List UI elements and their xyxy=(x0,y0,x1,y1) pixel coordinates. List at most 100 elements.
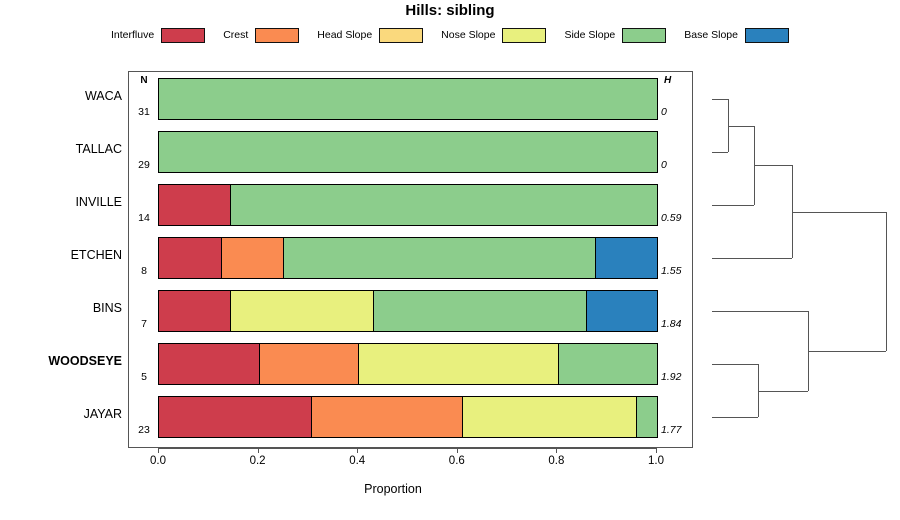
legend-item-crest[interactable]: Crest xyxy=(223,27,300,43)
dendrogram xyxy=(700,71,900,448)
legend-label: Base Slope xyxy=(684,29,738,41)
h-header: H xyxy=(664,75,672,86)
bar-jayar[interactable] xyxy=(158,396,658,438)
bar-bins[interactable] xyxy=(158,290,658,332)
h-value-waca: 0 xyxy=(661,106,667,118)
y-axis-label-bins: BINS xyxy=(92,301,122,315)
bar-segment-interfluve[interactable] xyxy=(159,291,231,331)
bar-etchen[interactable] xyxy=(158,237,658,279)
bar-segment-interfluve[interactable] xyxy=(159,185,231,225)
x-axis-title: Proportion xyxy=(364,482,422,496)
bar-segment-interfluve[interactable] xyxy=(159,344,260,384)
h-value-tallac: 0 xyxy=(661,159,667,171)
dendro-leaf-tallac xyxy=(712,152,728,153)
x-tick xyxy=(357,448,359,453)
bar-segment-side-slope[interactable] xyxy=(636,397,657,437)
legend-swatch-nose-slope xyxy=(502,27,547,43)
bar-segment-nose-slope[interactable] xyxy=(230,291,374,331)
dendro-leaf-waca xyxy=(712,99,728,100)
legend-item-interfluve[interactable]: Interfluve xyxy=(111,27,206,43)
y-axis-label-jayar: JAYAR xyxy=(83,407,122,421)
n-value-jayar: 23 xyxy=(138,424,150,436)
x-tick xyxy=(257,448,259,453)
bar-segment-crest[interactable] xyxy=(221,238,283,278)
dendro-leaf-inville xyxy=(712,205,754,206)
y-axis-label-waca: WACA xyxy=(84,89,122,103)
dendro-leaf-woodseye xyxy=(712,364,758,365)
legend-item-side-slope[interactable]: Side Slope xyxy=(564,27,667,43)
n-value-bins: 7 xyxy=(141,318,147,330)
x-axis: 0.0 0.2 0.4 0.6 0.8 1.0 xyxy=(0,448,900,488)
y-axis-labels: WACA TALLAC INVILLE ETCHEN BINS WOODSEYE JAYAR xyxy=(0,71,122,448)
bar-segment-side-slope[interactable] xyxy=(557,344,657,384)
legend-swatch-head-slope xyxy=(379,27,424,43)
bar-segment-interfluve[interactable] xyxy=(159,397,311,437)
legend-swatch-side-slope xyxy=(622,27,667,43)
dendro-leaf-jayar xyxy=(712,417,758,418)
dendro-branch-woodseye-jayar xyxy=(758,390,808,392)
h-value-inville: 0.59 xyxy=(661,212,682,224)
x-tick-label: 0.0 xyxy=(150,455,166,467)
legend-label: Head Slope xyxy=(317,29,373,41)
bar-waca[interactable] xyxy=(158,78,658,120)
dendro-leaf-etchen xyxy=(712,258,792,259)
bar-segment-nose-slope[interactable] xyxy=(462,397,637,437)
x-tick xyxy=(456,448,458,453)
h-value-etchen: 1.55 xyxy=(661,265,682,277)
n-column: N 31 29 14 8 7 5 23 xyxy=(130,71,158,448)
legend-label: Interfluve xyxy=(111,29,155,41)
x-tick-label: 0.8 xyxy=(548,455,565,467)
h-value-woodseye: 1.92 xyxy=(661,371,682,383)
n-header: N xyxy=(140,75,148,86)
bar-segment-base-slope[interactable] xyxy=(585,291,657,331)
bar-segment-base-slope[interactable] xyxy=(594,238,657,278)
bar-segment-crest[interactable] xyxy=(310,397,463,437)
bar-segment-side-slope[interactable] xyxy=(159,132,657,172)
x-tick xyxy=(556,448,558,453)
bar-inville[interactable] xyxy=(158,184,658,226)
legend-item-base-slope[interactable]: Base Slope xyxy=(684,27,789,43)
legend: Interfluve Crest Head Slope Nose Slope S… xyxy=(0,25,900,45)
chart-title: Hills: sibling xyxy=(405,2,495,19)
dendro-leaf-bins xyxy=(712,311,808,312)
bar-segment-side-slope[interactable] xyxy=(283,238,595,278)
h-value-jayar: 1.77 xyxy=(661,424,682,436)
x-axis-line xyxy=(158,448,656,449)
n-value-etchen: 8 xyxy=(141,265,147,277)
dendro-branch-waca-tallac xyxy=(728,125,754,127)
y-axis-label-woodseye: WOODSEYE xyxy=(48,354,122,368)
bar-tallac[interactable] xyxy=(158,131,658,173)
n-value-woodseye: 5 xyxy=(141,371,147,383)
bar-segment-nose-slope[interactable] xyxy=(358,344,558,384)
n-value-waca: 31 xyxy=(138,106,150,118)
dendro-branch-wt-inville xyxy=(754,165,792,167)
h-column: H 0 0 0.59 1.55 1.84 1.92 1.77 xyxy=(655,71,701,448)
y-axis-label-inville: INVILLE xyxy=(75,195,122,209)
legend-label: Crest xyxy=(223,29,249,41)
legend-swatch-base-slope xyxy=(744,27,789,43)
x-tick-label: 0.4 xyxy=(349,455,366,467)
legend-swatch-interfluve xyxy=(161,27,206,43)
bar-segment-side-slope[interactable] xyxy=(230,185,657,225)
x-tick xyxy=(158,448,159,453)
x-tick-label: 1.0 xyxy=(648,455,664,467)
h-value-bins: 1.84 xyxy=(661,318,682,330)
bar-segment-side-slope[interactable] xyxy=(159,79,657,119)
x-tick-label: 0.6 xyxy=(448,455,465,467)
legend-item-head-slope[interactable]: Head Slope xyxy=(317,27,424,43)
bar-segment-crest[interactable] xyxy=(259,344,359,384)
dendro-branch-top-cluster xyxy=(792,211,886,213)
legend-swatch-crest xyxy=(255,27,300,43)
legend-label: Nose Slope xyxy=(441,29,496,41)
dendro-branch-bottom-cluster xyxy=(808,350,886,352)
y-axis-label-etchen: ETCHEN xyxy=(70,248,122,262)
y-axis-label-tallac: TALLAC xyxy=(75,142,122,156)
bar-woodseye[interactable] xyxy=(158,343,658,385)
bar-segment-side-slope[interactable] xyxy=(373,291,586,331)
legend-item-nose-slope[interactable]: Nose Slope xyxy=(441,27,547,43)
bar-segment-interfluve[interactable] xyxy=(159,238,222,278)
legend-label: Side Slope xyxy=(564,29,616,41)
x-tick-label: 0.2 xyxy=(249,455,266,467)
